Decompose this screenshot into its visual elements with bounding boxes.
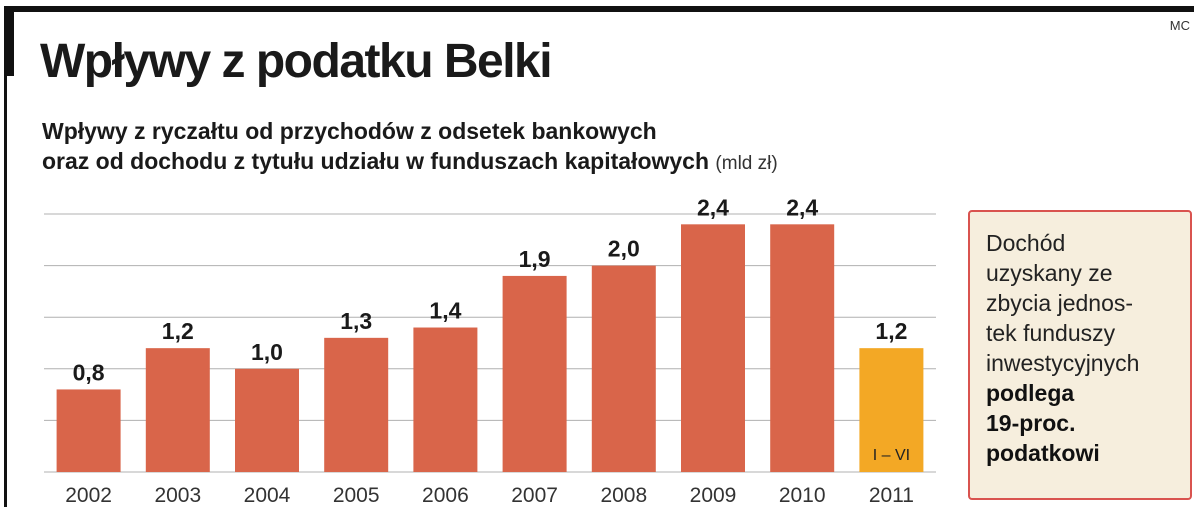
chart-title: Wpływy z podatku Belki <box>40 35 553 88</box>
x-tick-label: 2010 <box>779 484 826 507</box>
note-line: inwestycyjnych <box>986 350 1140 376</box>
data-label: 1,2 <box>162 318 194 344</box>
x-tick-label: 2007 <box>511 484 558 507</box>
x-tick-label: 2009 <box>690 484 737 507</box>
frame-corner-block <box>4 6 14 76</box>
x-tick-label: 2008 <box>600 484 647 507</box>
x-tick-label: 2002 <box>65 484 112 507</box>
data-label: 1,3 <box>340 308 372 334</box>
period-label: I – VI <box>873 447 910 464</box>
author-credit: MC <box>1169 18 1190 33</box>
bar-chart: 0,8 2002 1,2 2003 1,0 2004 1,3 2005 1,4 2006 1,9 20… <box>44 194 936 507</box>
note-line: Dochód <box>986 230 1066 256</box>
x-tick-label: 2003 <box>154 484 201 507</box>
note-bold-line: 19-proc. <box>986 410 1076 436</box>
data-label: 1,0 <box>251 339 283 365</box>
bar <box>681 224 745 472</box>
note-line: zbycia jednos- <box>986 290 1134 316</box>
bar <box>145 348 210 472</box>
x-tick-label: 2004 <box>244 484 291 507</box>
data-label: 1,4 <box>429 298 461 324</box>
info-note: Dochód uzyskany ze zbycia jednos- tek fu… <box>968 210 1192 500</box>
note-line: tek funduszy <box>986 320 1116 346</box>
chart-subtitle: Wpływy z ryczałtu od przychodów z odsete… <box>42 116 778 179</box>
note-bold-line: podlega <box>986 380 1075 406</box>
data-label: 2,0 <box>608 236 640 262</box>
data-label: 1,2 <box>875 318 907 344</box>
frame-top-rule <box>4 6 1194 12</box>
data-label: 1,9 <box>519 246 551 272</box>
unit-label: (mld zł) <box>715 153 778 174</box>
x-tick-label: 2011 <box>869 484 914 507</box>
bar <box>413 327 478 472</box>
bar <box>591 265 656 472</box>
bar <box>235 368 299 472</box>
note-line: uzyskany ze <box>986 260 1113 286</box>
data-label: 2,4 <box>786 194 818 220</box>
subtitle-line-2: oraz od dochodu z tytułu udziału w fundu… <box>42 148 710 174</box>
bar <box>56 389 121 472</box>
x-tick-label: 2005 <box>333 484 380 507</box>
data-label: 0,8 <box>73 359 105 385</box>
subtitle-line-1: Wpływy z ryczałtu od przychodów z odsete… <box>42 118 657 144</box>
bar <box>324 337 389 472</box>
data-label: 2,4 <box>697 194 729 220</box>
frame-left-rule <box>4 6 7 507</box>
x-tick-label: 2006 <box>422 484 469 507</box>
bar <box>502 275 567 472</box>
bar <box>859 348 924 472</box>
bar <box>770 224 835 472</box>
note-bold-line: podatkowi <box>986 440 1100 466</box>
